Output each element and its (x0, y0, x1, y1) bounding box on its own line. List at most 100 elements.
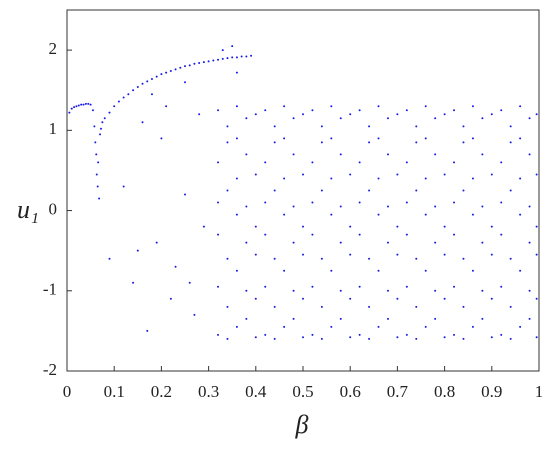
point (84, 102, 87, 105)
point (245, 117, 248, 120)
point (217, 333, 220, 336)
point (358, 201, 361, 204)
point (500, 109, 503, 112)
point (339, 317, 342, 320)
point (264, 333, 267, 336)
point (235, 269, 238, 272)
x-tick-label: 0.7 (387, 382, 409, 401)
point (462, 125, 465, 128)
point (165, 105, 168, 108)
point (339, 241, 342, 244)
point (519, 325, 522, 328)
point (339, 289, 342, 292)
point (101, 121, 104, 124)
point (93, 125, 96, 128)
point (184, 81, 186, 84)
point (535, 225, 538, 228)
point (73, 106, 76, 109)
point (462, 305, 465, 308)
point (519, 105, 522, 108)
point (368, 125, 371, 128)
point (188, 64, 191, 67)
point (377, 177, 380, 180)
point (349, 173, 352, 176)
point (97, 161, 100, 164)
point (82, 103, 85, 106)
point (132, 89, 135, 92)
point (434, 153, 437, 156)
point (320, 305, 323, 308)
point (434, 241, 437, 244)
point (320, 337, 323, 340)
point (519, 177, 522, 180)
point (481, 241, 484, 244)
point (339, 153, 342, 156)
point (302, 113, 304, 116)
point (89, 103, 92, 106)
point (424, 105, 427, 108)
x-tick-label: 0.3 (198, 382, 219, 401)
point (311, 201, 314, 204)
point (254, 173, 257, 176)
point (240, 55, 243, 58)
y-tick-label: 1 (49, 119, 58, 138)
x-tick-label: 0.5 (292, 382, 313, 401)
x-tick-label: 1 (535, 382, 544, 401)
point (146, 80, 149, 83)
point (226, 57, 229, 60)
point (99, 127, 102, 130)
point (193, 62, 196, 65)
point (358, 161, 361, 164)
point (434, 205, 437, 208)
point (264, 161, 267, 164)
point (453, 161, 456, 164)
point (311, 333, 314, 336)
x-tick-label: 0.6 (340, 382, 361, 401)
point (386, 153, 389, 156)
point (330, 105, 333, 108)
point (245, 205, 248, 208)
point (415, 189, 418, 192)
point (264, 233, 267, 236)
point (231, 56, 234, 59)
point (235, 177, 238, 180)
point (311, 161, 314, 164)
point (217, 233, 220, 236)
point (179, 66, 182, 69)
point (396, 225, 399, 228)
point (226, 337, 229, 340)
point (94, 141, 97, 144)
point (535, 113, 538, 116)
point (91, 109, 94, 112)
point (99, 133, 102, 136)
point (368, 257, 371, 260)
point (254, 225, 257, 228)
point (377, 269, 380, 272)
point (264, 201, 267, 204)
point (528, 117, 531, 120)
x-tick-label: 0.9 (481, 382, 502, 401)
point (235, 325, 238, 328)
point (113, 105, 116, 108)
point (368, 305, 371, 308)
point (108, 111, 111, 114)
point (377, 137, 380, 140)
point (509, 305, 512, 308)
point (490, 225, 493, 228)
point (415, 257, 418, 260)
point (528, 153, 531, 156)
point (198, 113, 201, 116)
x-tick-label: 0.1 (104, 382, 125, 401)
point (358, 109, 361, 112)
point (405, 109, 408, 112)
point (292, 317, 295, 320)
point (217, 285, 220, 288)
point (283, 105, 286, 108)
point (443, 253, 446, 256)
point (292, 289, 295, 292)
point (396, 336, 399, 339)
point (273, 257, 276, 260)
point (245, 153, 248, 156)
point (528, 241, 531, 244)
